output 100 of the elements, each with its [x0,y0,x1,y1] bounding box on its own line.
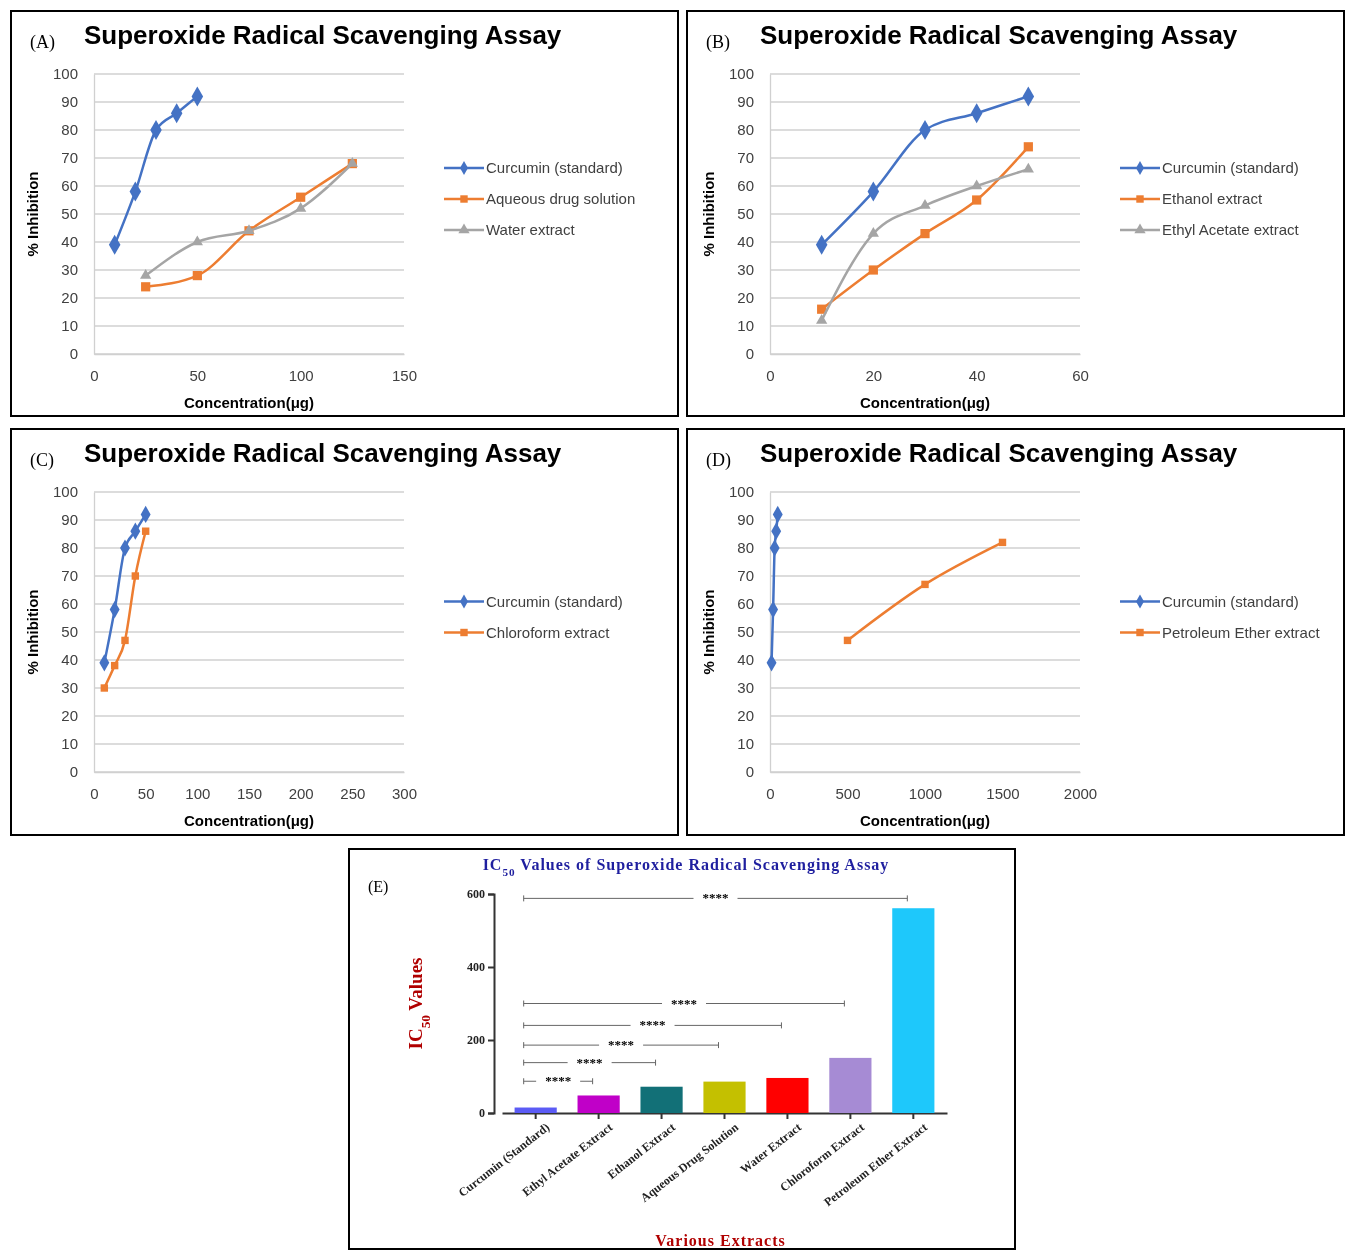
y-axis-title: % Inhibition [24,171,41,257]
y-tick-label: 200 [467,1033,485,1048]
x-tick-label: 2000 [1063,784,1098,802]
x-tick-label: 250 [340,784,366,802]
point [141,527,150,535]
point [921,580,929,589]
x-tick-label: 1000 [908,784,943,802]
y-tick-label: 0 [745,345,754,363]
text: (A) [30,32,55,53]
y-tick-label: 400 [467,960,485,975]
point [100,684,109,692]
annotation: **** [576,1054,603,1070]
y-tick-label: 50 [737,205,754,223]
point [816,313,828,324]
chart-title: Superoxide Radical Scavenging Assay [760,438,1238,468]
annotation: **** [702,890,729,906]
legend-label: Petroleum Ether extract [1162,623,1321,641]
y-tick-label: 50 [61,205,78,223]
y-tick-label: 100 [728,65,754,83]
y-tick-label: 0 [69,763,78,781]
point [296,192,306,202]
x-tick-label: 150 [236,784,263,802]
y-tick-label: 60 [737,595,754,613]
bar [829,1057,872,1113]
y-axis-title: % Inhibition [24,589,41,675]
y-tick-label: 600 [467,887,485,902]
y-tick-label: 50 [61,623,78,641]
y-tick-label: 40 [737,651,754,669]
point [919,199,931,209]
legend-label: Chloroform extract [486,623,611,641]
x-tick-label: 0 [90,366,99,384]
point [192,270,202,281]
legend-label: Ethyl Acetate extract [1162,221,1300,238]
y-tick-label: 50 [737,623,754,641]
text: (C) [30,450,54,471]
y-tick-label: 80 [61,539,78,557]
y-tick-label: 20 [737,707,754,725]
y-tick-label: 30 [737,679,754,697]
y-tick-label: 80 [737,121,754,139]
x-tick-label: 60 [1072,366,1089,384]
x-tick-label: 50 [189,366,207,384]
legend-label: Curcumin (standard) [486,159,623,176]
point [867,227,879,237]
y-tick-label: 10 [61,735,78,753]
y-tick-label: 40 [61,651,78,669]
bar [640,1086,683,1113]
y-tick-label: 70 [737,149,754,167]
y-tick-label: 100 [52,65,78,83]
point [191,235,203,246]
chart-title: Superoxide Radical Scavenging Assay [84,438,562,468]
y-tick-label: 20 [61,707,78,725]
chart-title: IC$_{50}$ Values of Superoxide Radical Scavenging Assay [482,856,890,878]
point [121,636,129,645]
bar [514,1107,557,1113]
annotation: **** [671,995,698,1011]
y-tick-label: 10 [61,317,78,335]
point [131,572,140,580]
legend-label: Water extract [486,221,576,238]
x-axis-title: Concentration(μg) [860,394,990,411]
y-tick-label: 90 [61,93,78,111]
point [1023,142,1033,152]
x-tick-label: 100 [185,784,211,802]
x-tick-label: 40 [968,366,986,384]
point [920,228,930,239]
legend-label: Aqueous drug solution [486,190,636,207]
x-tick-label: 100 [288,366,314,384]
y-tick-label: 60 [737,177,754,195]
x-tick-label: 500 [835,784,861,802]
y-tick-label: 90 [61,511,78,529]
x-tick-label: 200 [288,784,314,802]
y-tick-label: 0 [479,1106,485,1121]
y-tick-label: 70 [61,567,78,585]
y-tick-label: 10 [737,317,754,335]
point [295,201,307,212]
legend-label: Curcumin (standard) [486,592,623,610]
point [868,265,878,275]
y-tick-label: 30 [61,261,78,279]
x-tick-label: 150 [391,366,418,384]
y-tick-label: 0 [69,345,78,363]
bar [577,1095,620,1113]
point [140,269,152,279]
y-tick-label: 90 [737,93,754,111]
chart-title: Superoxide Radical Scavenging Assay [84,20,562,50]
x-axis-title: Concentration(μg) [184,812,314,829]
x-tick-label: 20 [865,366,883,384]
legend-label: Curcumin (standard) [1162,592,1299,610]
y-tick-label: 60 [61,177,78,195]
bar [766,1077,809,1113]
y-tick-label: 0 [745,763,754,781]
text: (B) [706,32,730,53]
x-axis-title: Various Extracts [655,1232,786,1249]
x-tick-label: 50 [137,784,155,802]
y-tick-label: 80 [737,539,754,557]
y-tick-label: 20 [737,289,754,307]
text: (D) [706,450,731,471]
y-tick-label: 100 [728,483,754,501]
y-axis-title: % Inhibition [700,171,717,257]
y-tick-label: 20 [61,289,78,307]
legend-label: Ethanol extract [1162,190,1263,207]
chart-title: Superoxide Radical Scavenging Assay [760,20,1238,50]
